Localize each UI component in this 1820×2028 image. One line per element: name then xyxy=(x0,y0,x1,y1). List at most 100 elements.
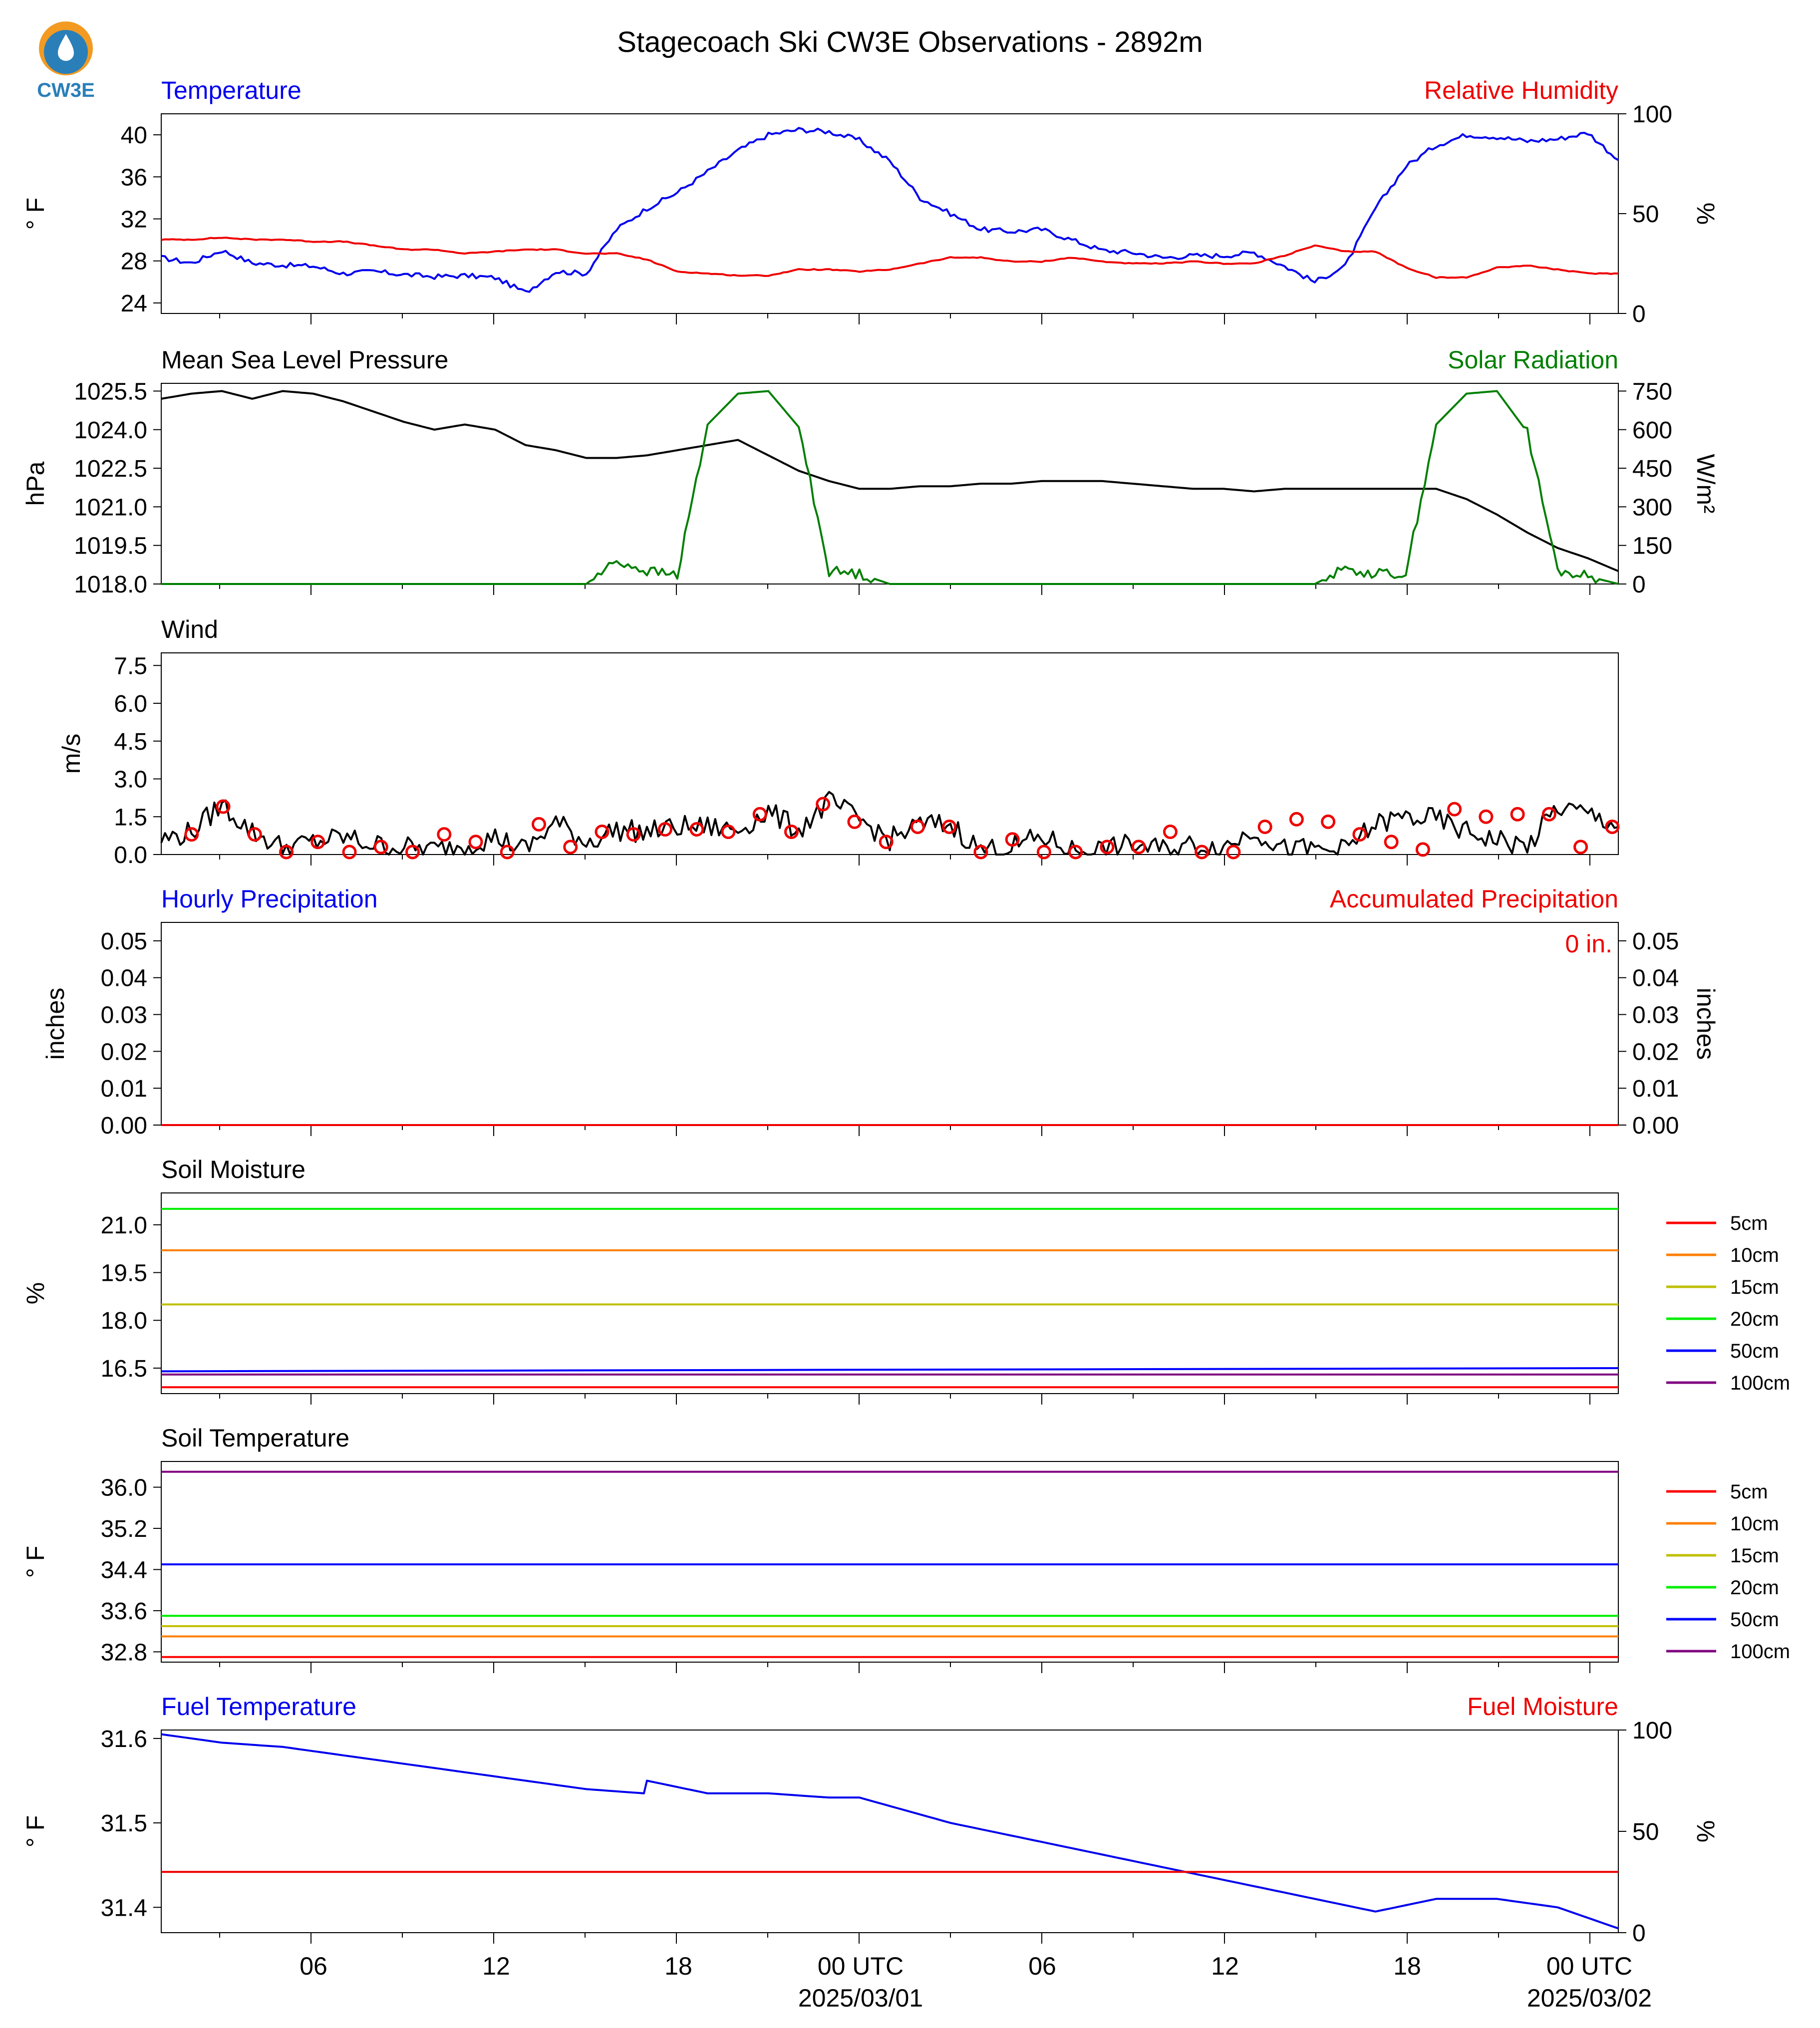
wind-gust-marker xyxy=(1479,809,1494,824)
wind-gust-marker xyxy=(1447,802,1462,817)
y-tick-label: 1025.5 xyxy=(74,378,147,405)
x-tick-label: 06 xyxy=(1028,1952,1056,1980)
y2-tick-label: 0.05 xyxy=(1632,928,1679,955)
legend-label: 50cm xyxy=(1730,1609,1779,1631)
y2-tick-label: 0.02 xyxy=(1632,1039,1679,1065)
panel-title-right: Fuel Moisture xyxy=(1467,1693,1618,1721)
cw3e-logo: CW3E xyxy=(37,21,95,101)
wind-gust-marker xyxy=(437,827,452,842)
legend-label: 20cm xyxy=(1730,1308,1779,1330)
panel-2: Mean Sea Level Pressure Solar Radiation 10… xyxy=(21,346,1720,598)
y-tick-label: 0.04 xyxy=(101,965,147,992)
y-tick-label: 36 xyxy=(121,164,147,191)
series-line xyxy=(161,1367,1619,1373)
wind-gust-marker xyxy=(1257,819,1272,834)
y2-tick-label: 100 xyxy=(1632,101,1672,128)
panel-frame xyxy=(161,113,1619,314)
wind-gust-marker xyxy=(657,822,672,837)
y-tick-label: 1018.0 xyxy=(74,572,147,598)
series-line xyxy=(160,791,1619,856)
panel-frame xyxy=(161,1461,1619,1663)
panel-frame xyxy=(161,1192,1619,1394)
wind-gust-marker xyxy=(500,845,515,860)
legend: 5cm 10cm 15cm 20cm 50cm 100cm xyxy=(1666,1212,1790,1394)
y-axis-label: m/s xyxy=(57,734,85,774)
panel-title-right: Relative Humidity xyxy=(1424,76,1618,104)
y2-axis-label: % xyxy=(1692,1820,1720,1842)
panel-frame xyxy=(161,652,1619,855)
wind-gust-marker xyxy=(342,845,357,860)
wind-gust-marker xyxy=(373,840,388,855)
legend-label: 15cm xyxy=(1730,1545,1779,1567)
panel-title-left: Soil Moisture xyxy=(161,1156,305,1183)
y-tick-label: 6.0 xyxy=(114,691,147,717)
legend: 5cm 10cm 15cm 20cm 50cm 100cm xyxy=(1666,1481,1790,1663)
wind-gust-marker xyxy=(468,835,483,850)
panel-title-left: Fuel Temperature xyxy=(161,1693,356,1721)
wind-gust-marker xyxy=(1036,845,1051,860)
y-tick-label: 36.0 xyxy=(101,1475,147,1501)
wind-gust-marker xyxy=(1068,845,1083,860)
accumulated-annotation: 0 in. xyxy=(1565,930,1612,958)
y-tick-label: 0.05 xyxy=(101,928,147,955)
chart-title: Stagecoach Ski CW3E Observations - 2892m xyxy=(617,26,1203,58)
wind-gust-marker xyxy=(247,827,262,842)
y-tick-label: 0.00 xyxy=(101,1113,147,1139)
x-tick-label: 12 xyxy=(482,1952,510,1980)
y-tick-label: 0.03 xyxy=(101,1002,147,1029)
wind-gust-marker xyxy=(689,822,704,837)
y-tick-label: 4.5 xyxy=(114,729,147,755)
wind-gust-marker xyxy=(1131,840,1146,855)
x-axis: 06 12 18 00 UTC 06 12 18 00 UTC 2025/03/01 2025/0… xyxy=(300,1952,1652,2012)
y-tick-label: 19.5 xyxy=(101,1260,147,1287)
wind-gust-marker xyxy=(879,835,894,850)
y2-axis-label: % xyxy=(1692,203,1720,225)
y-tick-label: 1019.5 xyxy=(74,533,147,560)
y-tick-label: 18.0 xyxy=(101,1308,147,1334)
y-tick-label: 1024.0 xyxy=(74,417,147,444)
wind-gust-marker xyxy=(816,797,831,812)
panel-title-left: Soil Temperature xyxy=(161,1424,349,1452)
logo-text: CW3E xyxy=(37,79,95,101)
wind-gust-marker xyxy=(752,807,767,822)
y-tick-label: 31.5 xyxy=(101,1810,147,1837)
panel-title-right: Accumulated Precipitation xyxy=(1330,885,1618,913)
panel-3: Wind 7.5 6.0 4.5 3.0 1.5 0.0 m/s xyxy=(57,615,1620,869)
series-line xyxy=(161,1733,1619,1930)
wind-gust-marker xyxy=(216,799,231,814)
y2-tick-label: 300 xyxy=(1632,494,1672,521)
y2-tick-label: 150 xyxy=(1632,533,1672,560)
legend-label: 50cm xyxy=(1730,1340,1779,1362)
panel-7: Fuel Temperature Fuel Moisture 31.6 31.5 31.… xyxy=(21,1693,1720,1947)
series-group xyxy=(160,791,1620,860)
legend-label: 10cm xyxy=(1730,1513,1779,1535)
wind-gust-marker xyxy=(721,825,736,840)
wind-gust-marker xyxy=(1352,827,1367,842)
panel-frame xyxy=(161,922,1619,1126)
y-tick-label: 35.2 xyxy=(101,1516,147,1542)
panels: Temperature Relative Humidity 40 36 32 28 24 ° … xyxy=(21,76,1790,1947)
logo-drop-icon xyxy=(58,34,74,61)
x-tick-label: 18 xyxy=(664,1952,692,1980)
y2-tick-label: 0 xyxy=(1632,572,1646,598)
y-tick-label: 1022.5 xyxy=(74,456,147,482)
wind-gust-marker xyxy=(1573,840,1588,855)
y-axis-label: % xyxy=(21,1282,49,1304)
wind-gust-marker xyxy=(1195,845,1210,860)
wind-gust-marker xyxy=(973,845,988,860)
wind-gust-marker xyxy=(1384,835,1399,850)
y-tick-label: 1.5 xyxy=(114,804,147,831)
wind-gust-marker xyxy=(1541,807,1556,822)
wind-gust-marker xyxy=(310,835,325,850)
y2-tick-label: 100 xyxy=(1632,1718,1672,1744)
wind-gust-marker xyxy=(1415,842,1430,857)
x-tick-label: 18 xyxy=(1393,1952,1421,1980)
y-tick-label: 28 xyxy=(121,249,147,275)
y-axis-label: ° F xyxy=(21,198,49,230)
wind-gust-marker xyxy=(1163,825,1178,840)
y2-tick-label: 0.04 xyxy=(1632,965,1679,992)
legend-label: 15cm xyxy=(1730,1276,1779,1298)
y2-axis-label: W/m² xyxy=(1692,454,1720,513)
y-tick-label: 31.6 xyxy=(101,1726,147,1752)
series-line xyxy=(161,390,1619,585)
